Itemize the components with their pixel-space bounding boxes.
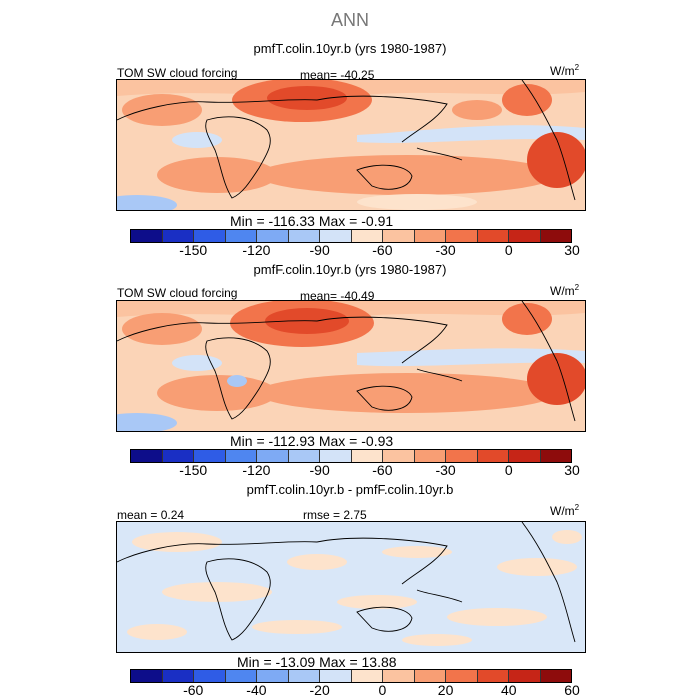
colorbar-swatch bbox=[320, 670, 352, 682]
panel-2-units: W/m2 bbox=[550, 283, 580, 298]
colorbar-swatch bbox=[446, 230, 478, 242]
colorbar-swatch bbox=[509, 450, 541, 462]
colorbar-swatch bbox=[162, 670, 194, 682]
panel-1-colorbar bbox=[130, 229, 572, 243]
colorbar-swatch bbox=[257, 450, 289, 462]
figure-title: ANN bbox=[330, 10, 369, 30]
panel-2-title: pmfF.colin.10yr.b (yrs 1980-1987) bbox=[253, 262, 447, 277]
panel-2-field-label: TOM SW cloud forcing bbox=[117, 286, 238, 300]
colorbar-tick-label: -40 bbox=[246, 682, 267, 698]
colorbar-tick-label: -60 bbox=[183, 682, 204, 698]
colorbar-tick-label: -90 bbox=[309, 462, 330, 478]
panel-2-minmax: Min = -112.93 Max = -0.93 bbox=[230, 433, 394, 449]
colorbar-swatch bbox=[540, 670, 571, 682]
colorbar-swatch bbox=[351, 670, 383, 682]
colorbar-tick-label: -60 bbox=[372, 462, 393, 478]
colorbar-swatch bbox=[351, 450, 383, 462]
colorbar-tick-label: 0 bbox=[378, 682, 387, 698]
colorbar-swatch bbox=[477, 450, 509, 462]
colorbar-swatch bbox=[194, 230, 226, 242]
colorbar-tick-label: -150 bbox=[179, 242, 208, 258]
panel-3-units: W/m2 bbox=[550, 503, 580, 518]
colorbar-swatch bbox=[257, 230, 289, 242]
colorbar-swatch bbox=[446, 450, 478, 462]
panel-1-map bbox=[116, 79, 586, 211]
panel-3-rmse-label: rmse = 2.75 bbox=[303, 508, 367, 522]
colorbar-swatch bbox=[383, 230, 415, 242]
colorbar-swatch bbox=[131, 230, 163, 242]
colorbar-swatch bbox=[225, 230, 257, 242]
colorbar-tick-label: 40 bbox=[500, 682, 517, 698]
panel-3-colorbar-ticks: -60 -40 -20 0 20 40 60 bbox=[130, 682, 580, 698]
colorbar-swatch bbox=[414, 230, 446, 242]
panel-1-units: W/m2 bbox=[550, 63, 580, 78]
panel-2-map bbox=[116, 300, 586, 432]
colorbar-swatch bbox=[509, 230, 541, 242]
panel-2-mean-label: mean= -40.49 bbox=[300, 289, 375, 303]
panel-1-contour-field bbox=[117, 80, 585, 210]
colorbar-swatch bbox=[288, 670, 320, 682]
panel-1-minmax: Min = -116.33 Max = -0.91 bbox=[230, 213, 394, 229]
colorbar-tick-label: -120 bbox=[242, 242, 271, 258]
panel-1-title: pmfT.colin.10yr.b (yrs 1980-1987) bbox=[253, 41, 447, 56]
panel-2-colorbar-ticks: -150 -120 -90 -60 -30 0 30 bbox=[130, 462, 580, 478]
colorbar-tick-label: -120 bbox=[242, 462, 271, 478]
panel-3-map bbox=[116, 521, 586, 653]
colorbar-tick-label: 60 bbox=[564, 682, 580, 698]
colorbar-swatch bbox=[414, 670, 446, 682]
colorbar-swatch bbox=[194, 670, 226, 682]
colorbar-swatch bbox=[131, 670, 163, 682]
colorbar-tick-label: -90 bbox=[309, 242, 330, 258]
colorbar-swatch bbox=[320, 230, 352, 242]
colorbar-swatch bbox=[225, 450, 257, 462]
colorbar-swatch bbox=[540, 450, 571, 462]
colorbar-swatch bbox=[477, 670, 509, 682]
panel-3-colorbar bbox=[130, 669, 572, 683]
colorbar-tick-label: -30 bbox=[435, 242, 456, 258]
colorbar-tick-label: -30 bbox=[435, 462, 456, 478]
panel-3-title: pmfT.colin.10yr.b - pmfF.colin.10yr.b bbox=[246, 482, 454, 497]
colorbar-swatch bbox=[257, 670, 289, 682]
colorbar-swatch bbox=[225, 670, 257, 682]
colorbar-tick-label: 30 bbox=[564, 462, 580, 478]
colorbar-swatch bbox=[509, 670, 541, 682]
colorbar-swatch bbox=[162, 450, 194, 462]
colorbar-swatch bbox=[414, 450, 446, 462]
panel-3-contour-field bbox=[117, 522, 585, 652]
colorbar-tick-label: -60 bbox=[372, 242, 393, 258]
colorbar-tick-label: -150 bbox=[179, 462, 208, 478]
panel-2-contour-field bbox=[117, 301, 585, 431]
colorbar-swatch bbox=[162, 230, 194, 242]
colorbar-tick-label: 0 bbox=[504, 462, 513, 478]
colorbar-swatch bbox=[383, 670, 415, 682]
colorbar-tick-label: 0 bbox=[504, 242, 513, 258]
panel-3-minmax: Min = -13.09 Max = 13.88 bbox=[237, 654, 397, 670]
colorbar-swatch bbox=[288, 450, 320, 462]
colorbar-swatch bbox=[477, 230, 509, 242]
panel-3-mean-label: mean = 0.24 bbox=[117, 508, 185, 522]
colorbar-swatch bbox=[194, 450, 226, 462]
panel-2-colorbar bbox=[130, 449, 572, 463]
panel-1-colorbar-ticks: -150 -120 -90 -60 -30 0 30 bbox=[130, 242, 580, 258]
colorbar-tick-label: 20 bbox=[437, 682, 454, 698]
colorbar-swatch bbox=[540, 230, 571, 242]
colorbar-swatch bbox=[383, 450, 415, 462]
colorbar-swatch bbox=[446, 670, 478, 682]
colorbar-swatch bbox=[131, 450, 163, 462]
panel-1-mean-label: mean= -40.25 bbox=[300, 68, 375, 82]
colorbar-swatch bbox=[320, 450, 352, 462]
panel-1-field-label: TOM SW cloud forcing bbox=[117, 66, 238, 80]
colorbar-tick-label: -20 bbox=[309, 682, 330, 698]
colorbar-swatch bbox=[351, 230, 383, 242]
colorbar-swatch bbox=[288, 230, 320, 242]
colorbar-tick-label: 30 bbox=[564, 242, 580, 258]
